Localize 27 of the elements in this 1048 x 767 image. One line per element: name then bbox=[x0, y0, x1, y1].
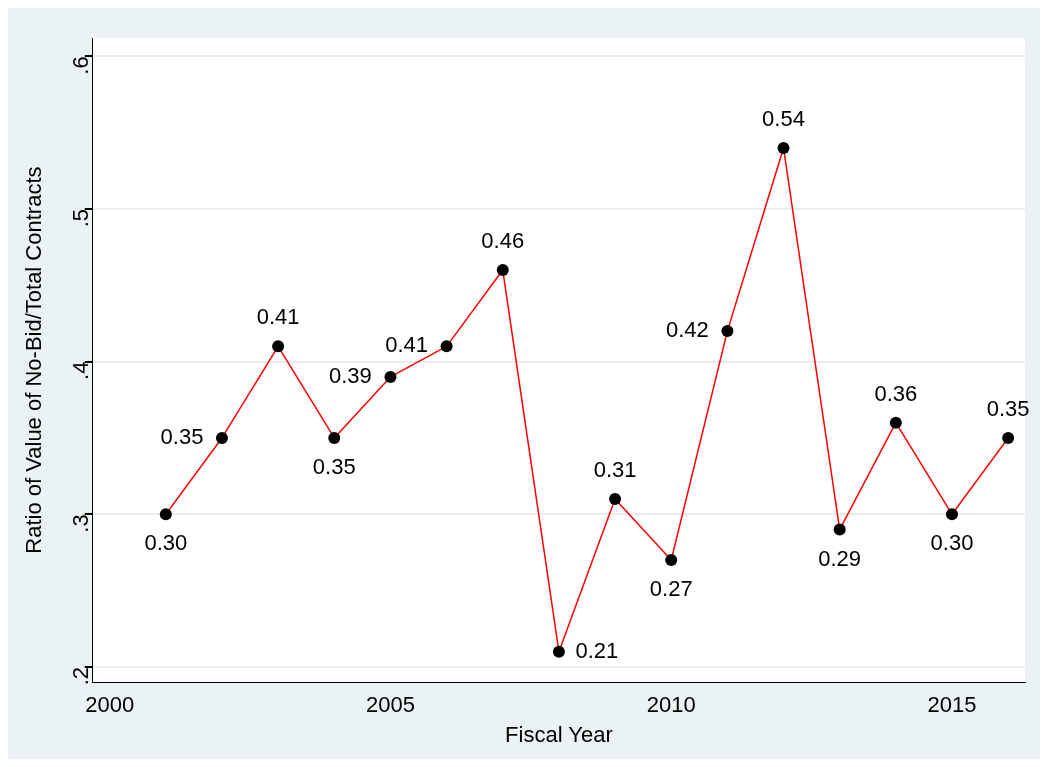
data-label: 0.54 bbox=[762, 105, 805, 131]
data-label: 0.46 bbox=[481, 228, 525, 254]
data-label: 0.30 bbox=[144, 530, 188, 556]
data-label: 0.35 bbox=[986, 396, 1030, 422]
y-axis-title: Ratio of Value of No-Bid/Total Contracts bbox=[21, 166, 47, 554]
data-label: 0.30 bbox=[930, 530, 974, 556]
x-tick-label: 2005 bbox=[365, 692, 415, 718]
x-tick-label: 2015 bbox=[927, 692, 977, 718]
data-label: 0.36 bbox=[874, 380, 918, 406]
x-axis-title: Fiscal Year bbox=[505, 721, 613, 747]
y-tick-label: .4 bbox=[67, 361, 93, 380]
data-label: 0.31 bbox=[593, 457, 637, 483]
data-label: 0.42 bbox=[665, 317, 709, 343]
y-tick-label: .5 bbox=[67, 208, 93, 228]
data-label: 0.35 bbox=[312, 454, 356, 480]
data-label: 0.35 bbox=[160, 424, 204, 450]
x-tick-label: 2010 bbox=[646, 692, 696, 718]
data-label: 0.41 bbox=[385, 332, 428, 358]
y-tick-label: .2 bbox=[67, 666, 93, 686]
data-label: 0.27 bbox=[649, 576, 693, 602]
data-label: 0.21 bbox=[575, 637, 619, 663]
y-tick-label: .3 bbox=[67, 514, 93, 533]
y-tick-label: .6 bbox=[67, 56, 93, 75]
x-tick-label: 2000 bbox=[85, 692, 135, 718]
data-label: 0.29 bbox=[818, 545, 862, 571]
data-label: 0.39 bbox=[329, 362, 372, 388]
data-label: 0.41 bbox=[256, 304, 300, 330]
